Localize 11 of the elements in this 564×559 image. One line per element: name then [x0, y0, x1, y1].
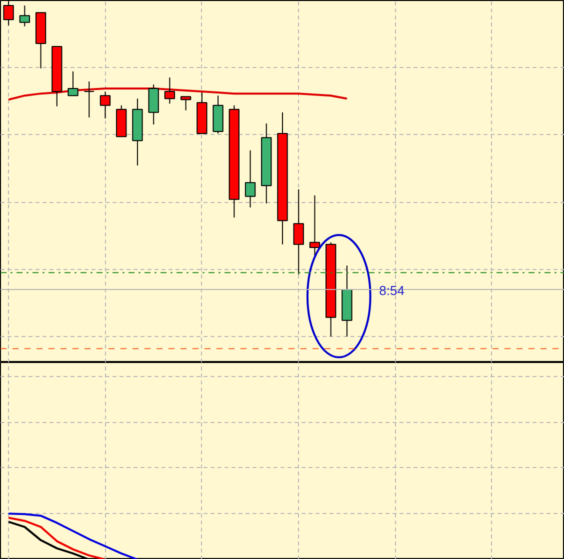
candlestick — [100, 91, 111, 119]
candlestick — [244, 150, 256, 208]
candlestick — [84, 80, 94, 118]
candlestick — [19, 5, 30, 27]
candlestick — [148, 84, 159, 125]
annotation: 8:54 — [379, 282, 404, 298]
candlestick — [68, 70, 78, 96]
candlestick — [180, 96, 192, 111]
candlestick — [309, 194, 320, 256]
candlestick — [293, 188, 304, 275]
candlestick — [164, 76, 176, 104]
